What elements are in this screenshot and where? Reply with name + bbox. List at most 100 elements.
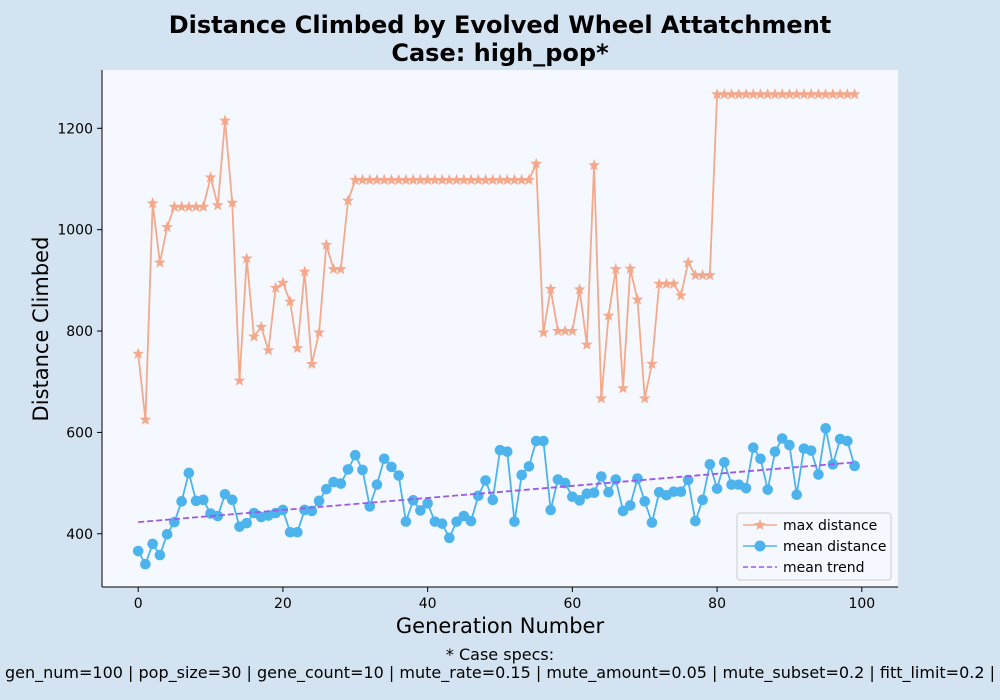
legend-mean-label: mean distance	[783, 539, 886, 555]
mean-distance-point	[415, 505, 426, 516]
max-distance-point	[682, 256, 695, 268]
max-distance-point	[197, 200, 210, 212]
max-distance-point	[544, 282, 557, 294]
mean-distance-point	[422, 498, 433, 509]
mean-distance-point	[762, 484, 774, 495]
mean-distance-point	[212, 510, 224, 522]
plot-area	[102, 70, 898, 587]
mean-distance-point	[226, 494, 238, 506]
mean-distance-point	[516, 469, 528, 481]
y-axis-label: Distance Climbed	[29, 237, 53, 422]
y-tick-label: 400	[66, 527, 93, 543]
mean-distance-point	[747, 442, 759, 453]
max-distance-point	[689, 269, 702, 281]
mean-distance-point	[545, 504, 556, 516]
max-distance-point	[776, 88, 789, 100]
legend-trend-label: mean trend	[783, 560, 864, 576]
chart-title-line-1: Distance Climbed by Evolved Wheel Attatc…	[168, 11, 832, 39]
mean-distance-point	[161, 528, 173, 540]
mean-distance-series	[132, 423, 860, 570]
mean-distance-point	[176, 496, 187, 507]
max-distance-point	[298, 265, 311, 277]
mean-distance-point	[574, 495, 585, 506]
max-distance-point	[262, 344, 275, 356]
mean-distance-point	[675, 486, 687, 498]
max-distance-point	[240, 252, 253, 264]
max-distance-point	[834, 88, 847, 100]
mean-distance-point	[813, 469, 824, 480]
max-distance-point	[711, 88, 723, 100]
mean-trend-line	[138, 461, 855, 524]
legend-circle-icon	[754, 540, 766, 552]
series-layer	[132, 88, 861, 570]
max-distance-point	[284, 295, 297, 307]
mean-distance-point	[132, 545, 144, 557]
mean-distance-point	[444, 532, 455, 544]
max-distance-point	[392, 173, 405, 186]
x-tick-label: 40	[419, 596, 437, 612]
max-distance-point	[732, 88, 745, 100]
mean-distance-point	[523, 461, 535, 472]
max-distance-point	[146, 197, 159, 209]
x-axis-ticks: 0 20 40 60 80 100	[134, 587, 875, 612]
max-distance-point	[248, 330, 260, 342]
max-distance-point	[400, 173, 412, 186]
mean-distance-point	[472, 490, 484, 502]
max-distance-point	[182, 200, 195, 212]
max-distance-point	[356, 173, 369, 186]
mean-distance-point	[241, 517, 253, 529]
mean-distance-point	[378, 453, 390, 465]
max-distance-point	[421, 173, 434, 186]
mean-distance-point	[624, 500, 636, 511]
max-distance-point	[269, 281, 282, 293]
case-specs-details: gen_num=100 | pop_size=30 | gene_count=1…	[4, 663, 996, 682]
max-distance-point	[740, 88, 752, 100]
legend-box	[736, 512, 892, 581]
max-distance-point	[747, 88, 760, 100]
max-distance-point	[696, 269, 709, 281]
x-tick-label: 100	[848, 596, 875, 612]
max-distance-point	[494, 173, 506, 186]
mean-distance-point	[719, 457, 730, 468]
mean-distance-point	[776, 433, 788, 444]
max-distance-point	[211, 199, 224, 211]
max-distance-point	[573, 283, 586, 295]
mean-distance-point	[154, 549, 166, 561]
max-distance-point	[479, 173, 492, 186]
max-distance-point	[175, 200, 188, 212]
mean-distance-point	[805, 445, 817, 456]
y-tick-label: 600	[66, 425, 93, 441]
mean-distance-point	[791, 489, 802, 501]
max-distance-point	[566, 324, 579, 337]
case-specs-heading: * Case specs:	[445, 645, 555, 664]
max-distance-point	[761, 88, 774, 100]
max-distance-point	[602, 309, 615, 321]
mean-distance-point	[682, 474, 694, 486]
max-distance-point	[443, 173, 456, 186]
line-chart: 0 20 40 60 80 100 400 600 800 1000 1200 Generatio…	[29, 70, 898, 638]
mean-distance-point	[639, 496, 651, 507]
max-distance-point	[378, 173, 391, 186]
max-distance-point	[450, 173, 463, 186]
max-distance-point	[363, 173, 376, 186]
legend: max distance mean distance mean trend	[736, 512, 892, 581]
max-distance-point	[515, 173, 528, 186]
max-distance-point	[472, 173, 485, 186]
max-distance-point	[848, 88, 861, 100]
mean-distance-point	[559, 477, 571, 489]
mean-distance-point	[140, 558, 151, 570]
chart-title-line-2: Case: high_pop*	[391, 39, 609, 67]
max-distance-point	[508, 173, 521, 186]
mean-distance-point	[588, 487, 600, 499]
max-distance-point	[219, 114, 231, 126]
max-distance-point	[703, 269, 716, 281]
max-distance-point	[718, 88, 731, 100]
max-distance-point	[783, 88, 796, 100]
mean-distance-point	[357, 464, 368, 476]
max-distance-point	[226, 196, 239, 208]
mean-distance-point	[596, 471, 607, 482]
max-distance-point	[501, 173, 514, 186]
max-distance-point	[204, 171, 217, 183]
mean-distance-point	[436, 518, 448, 529]
mean-distance-point	[400, 516, 412, 527]
